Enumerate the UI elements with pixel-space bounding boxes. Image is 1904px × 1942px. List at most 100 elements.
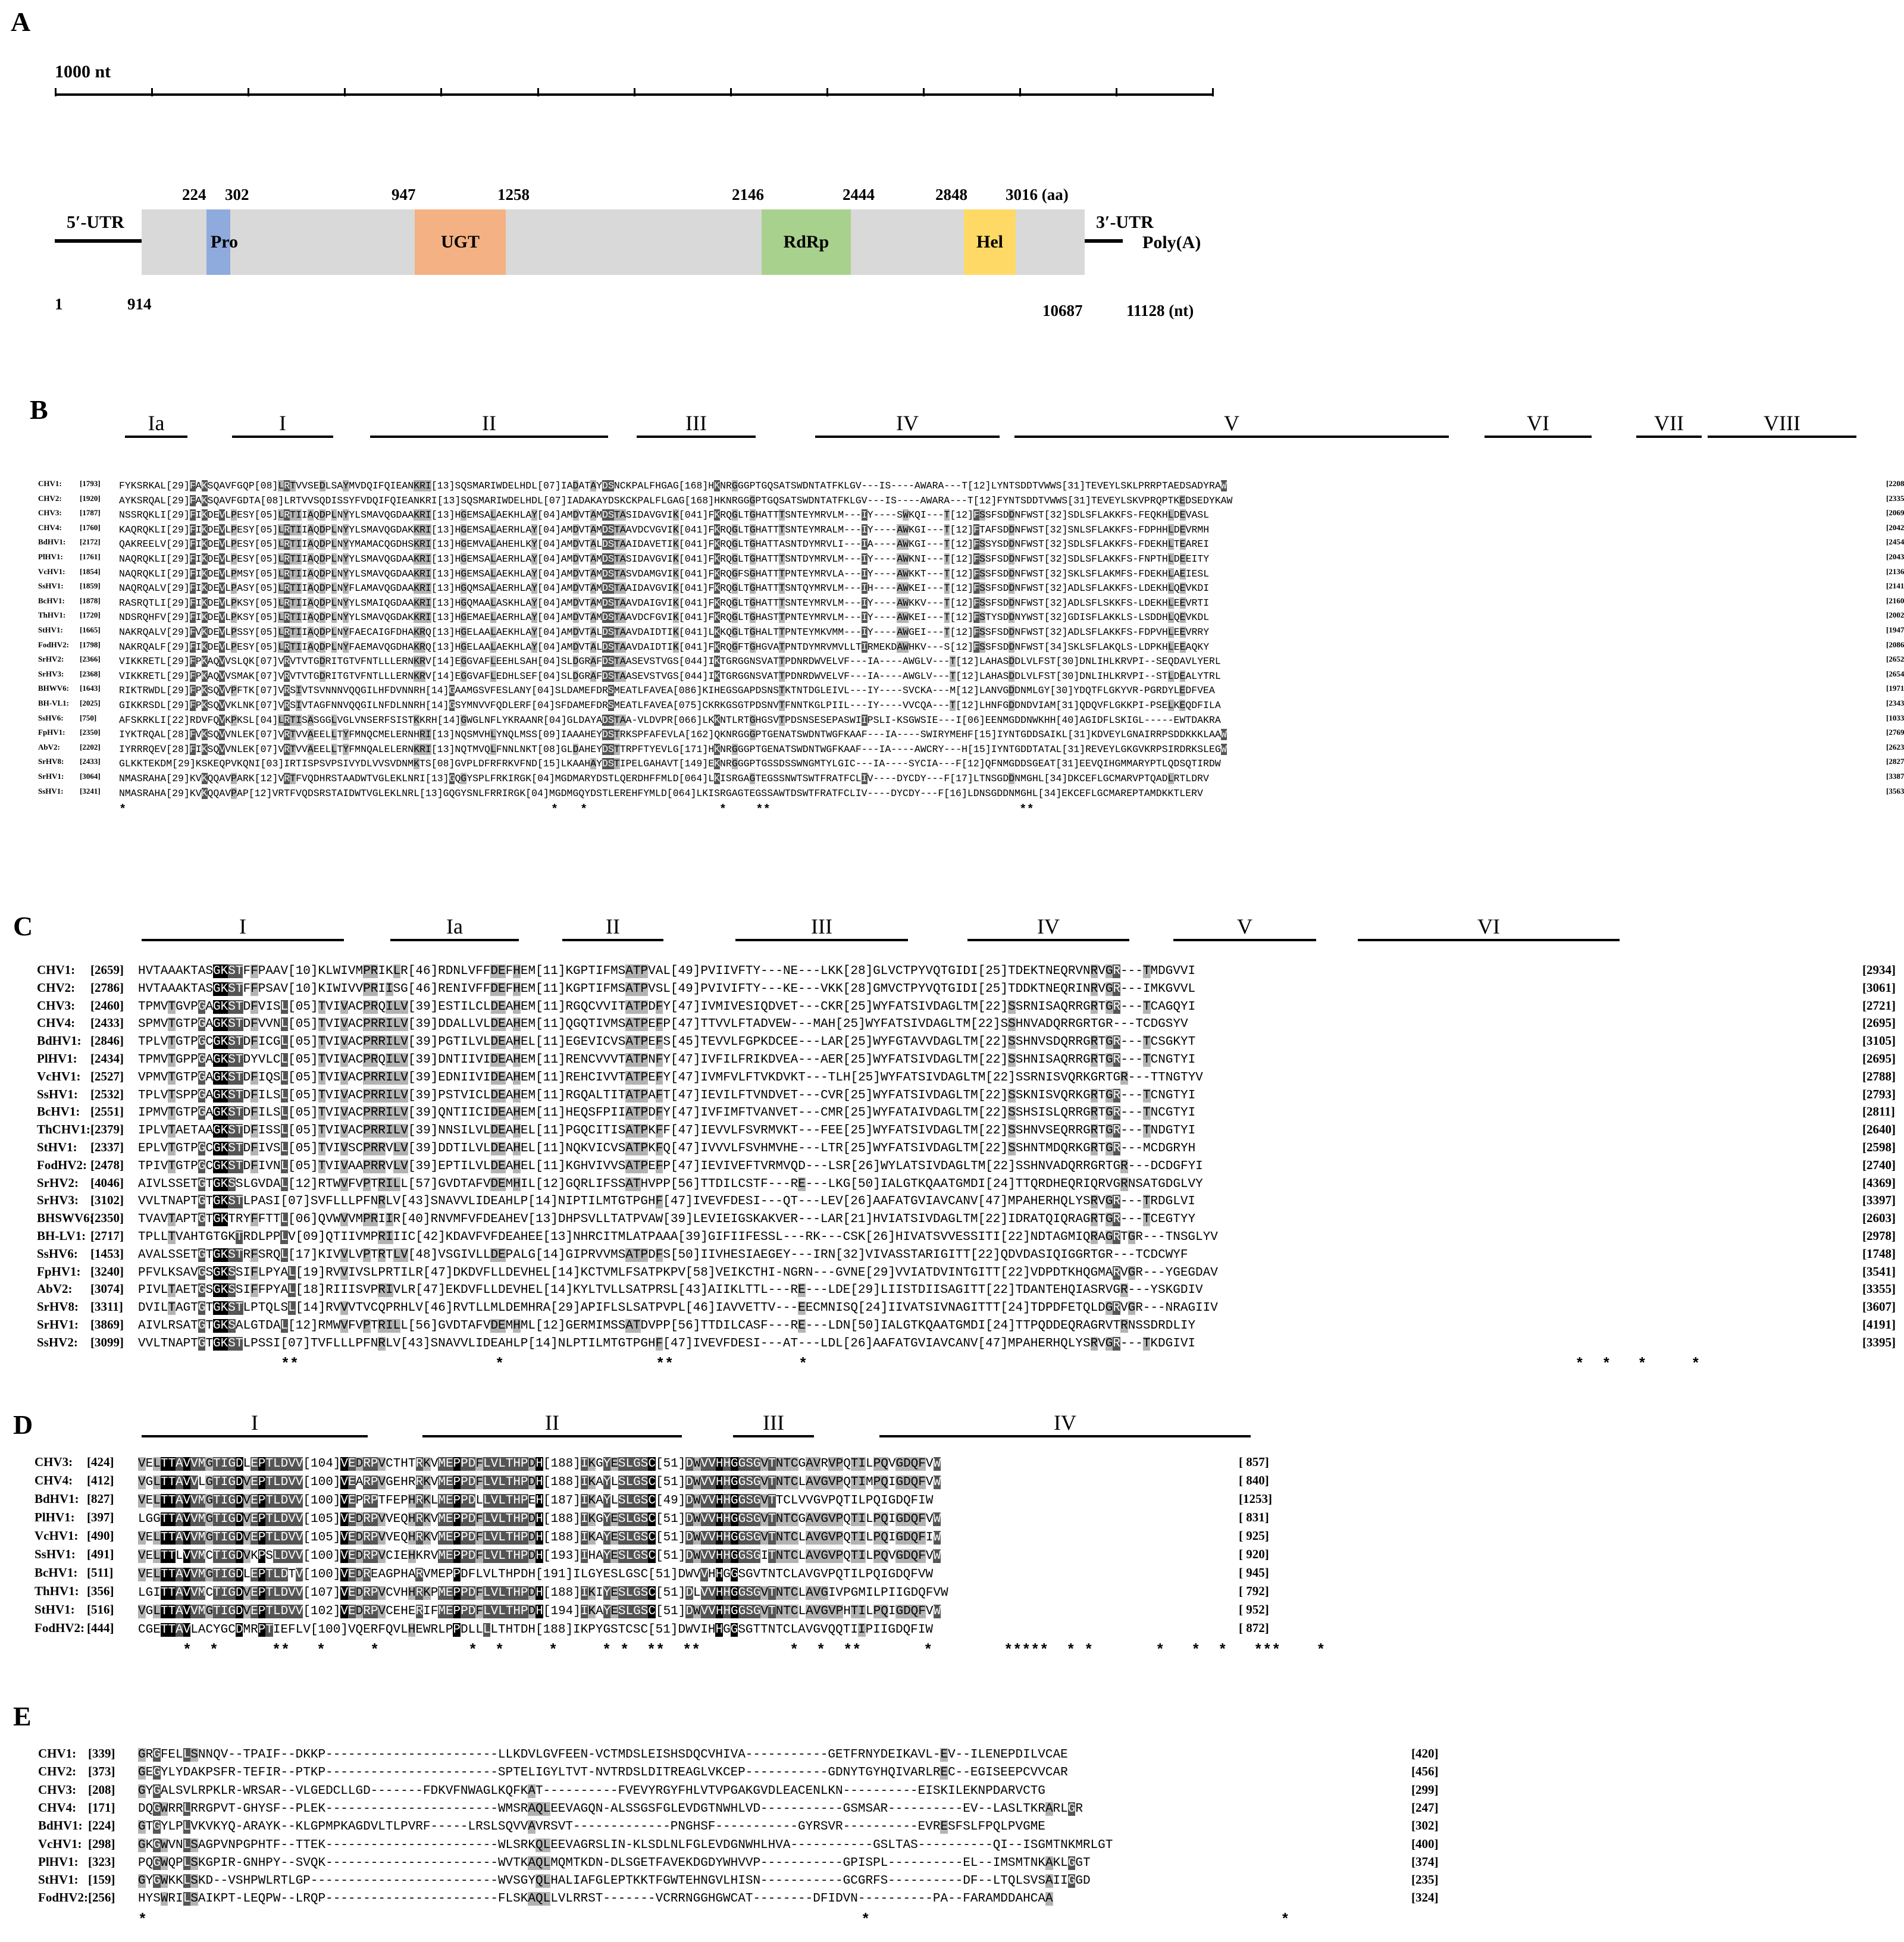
sequence-end: [4191] <box>1862 1317 1896 1332</box>
sequence-start: [2433] <box>90 1016 124 1030</box>
aa-pos-2444: 2444 <box>843 186 875 203</box>
sequence-end: [2208] <box>1886 479 1904 488</box>
sequence-start: [3241] <box>80 786 101 795</box>
sequence-name: StHV1: <box>35 1602 75 1617</box>
sequence-end: [ 925] <box>1239 1528 1269 1543</box>
sequence-residues: NDSRQHFV[29]FIKDEVLPKSY[05]LRTIIAQDPLNYY… <box>119 612 1210 624</box>
sequence-residues: GYGALSVLRPKLR-WRSAR--VLGEDCLLGD-------FD… <box>138 1784 1045 1798</box>
sequence-residues: HVTAAAKTASGKSTFFPAAV[10]KLWIVMPRIKLR[46]… <box>138 964 1196 978</box>
sequence-end: [ 952] <box>1239 1602 1269 1617</box>
motif-label: VI <box>1477 914 1500 938</box>
sequence-start: [1793] <box>80 479 101 488</box>
sequence-residues: VIKKRETL[29]FPKAQVVSLQK[07]VRVTVTGDRITGT… <box>119 656 1221 668</box>
sequence-residues: AVALSSETGTGKSTRFSRQL[17]KIVVLVPTRTLV[48]… <box>138 1248 1188 1262</box>
motif-bar <box>1708 436 1856 438</box>
sequence-name: SsHV6: <box>38 713 64 722</box>
sequence-residues: PQGWQPLSKGPIR-GNHPY--SVQK---------------… <box>138 1856 1091 1870</box>
sequence-end: [1947] <box>1886 625 1904 634</box>
sequence-name: CHV4: <box>37 1016 76 1030</box>
sequence-residues: AFSKRKLI[22]RDVFQVKPKSL[04]LRTISASGGLVGL… <box>119 714 1221 726</box>
sequence-residues: CGETTAVLACYGCDMRPTIEFLV[100]VQERFQVLHEWR… <box>138 1623 933 1637</box>
sequence-end: [2811] <box>1862 1104 1895 1119</box>
sequence-name: CHV1: <box>38 479 62 488</box>
sequence-name: BdHV1: <box>38 1818 83 1833</box>
sequence-residues: DQGWRRLRRGPVT-GHYSF--PLEK---------------… <box>138 1802 1083 1816</box>
sequence-residues: NAQRQALV[29]FIKDEVLPASY[05]LRTIIAQDPLNYF… <box>119 582 1210 594</box>
motif-bar <box>879 1435 1251 1437</box>
sequence-name: FpHV1: <box>37 1264 81 1279</box>
sequence-start: [3311] <box>90 1299 123 1314</box>
sequence-end: [2721] <box>1862 998 1896 1013</box>
sequence-end: [302] <box>1411 1818 1439 1833</box>
sequence-residues: IYRRRQEV[28]FIKSQVVNLEK[07]VRTVVAEELLTYF… <box>119 743 1227 755</box>
sequence-residues: LGGTTAVVMGTIGDVEPTLDVV[105]VEDRPVVEQHRKV… <box>138 1512 941 1526</box>
sequence-name: BHWV6: <box>38 684 69 693</box>
sequence-residues: GRGFELLSNNQV--TPAIF--DKKP---------------… <box>138 1748 1068 1762</box>
sequence-residues: VELTTAVVMGTIGDVEPTLDVV[100]VEPRPTFEPHRKL… <box>138 1494 934 1508</box>
sequence-start: [2350] <box>80 728 101 737</box>
motif-label: II <box>482 411 496 435</box>
sequence-end: [420] <box>1411 1746 1439 1761</box>
genome-polyprotein <box>142 209 1085 275</box>
motif-label: I <box>239 914 246 938</box>
sequence-residues: TPLVTSPPGAGKSTDFILSL[05]TVIVACPRRILV[39]… <box>138 1088 1196 1102</box>
sequence-residues: RIKTRWDL[29]FPKSQVVPFTK[07]VRSIVTSVNNNVQ… <box>119 685 1215 697</box>
sequence-end: [3105] <box>1862 1033 1896 1048</box>
motif-label: IV <box>1037 914 1060 938</box>
sequence-start: [3240] <box>90 1264 124 1279</box>
sequence-residues: TPMVTGPPGAGKSTDYVLCL[05]TVIVACPRQILV[39]… <box>138 1053 1196 1067</box>
sequence-name: CHV2: <box>37 980 76 995</box>
sequence-residues: NAKRQALF[29]FIKDEVLPESY[05]LRTIIAQDPLNYF… <box>119 641 1210 653</box>
sequence-start: [208] <box>88 1782 115 1797</box>
sequence-name: SsHV1: <box>38 786 64 795</box>
conserved-markers: * * * * ** ** <box>119 803 1034 817</box>
scale-bar <box>55 93 1212 96</box>
motif-bar <box>232 436 333 438</box>
motif-bar <box>1014 436 1449 438</box>
sequence-name: SrHV2: <box>38 654 64 664</box>
motif-bar <box>733 1435 814 1437</box>
sequence-name: CHV3: <box>38 508 62 518</box>
sequence-start: [2717] <box>90 1229 124 1243</box>
sequence-end: [2454] <box>1886 537 1904 547</box>
sequence-residues: NAQRQKLI[29]FIKDEVLPMSY[05]LRTIIAQDPLNYY… <box>119 568 1210 580</box>
sequence-start: [3869] <box>90 1317 124 1332</box>
sequence-name: CHV1: <box>37 963 76 977</box>
nt-pos-11128: 11128 (nt) <box>1126 302 1194 320</box>
sequence-end: [374] <box>1411 1854 1439 1869</box>
sequence-start: [1798] <box>80 640 101 649</box>
sequence-residues: GIKKRSDL[29]FPKSQVVKLNK[07]VRSIVTAGFNNVQ… <box>119 700 1221 711</box>
sequence-end: [ 857] <box>1239 1455 1269 1469</box>
sequence-name: FodHV2: <box>35 1621 84 1635</box>
motif-label: I <box>279 411 286 435</box>
sequence-residues: AIVLSSETGTGKSSLGVDAL[12]RTWVFVPTRILL[57]… <box>138 1177 1203 1191</box>
sequence-name: ThCHV1: <box>37 1122 90 1137</box>
sequence-start: [323] <box>88 1854 115 1869</box>
sequence-name: BH-VL1: <box>38 699 69 707</box>
sequence-end: [3541] <box>1862 1264 1896 1279</box>
domain-ugt: UGT <box>415 209 506 275</box>
sequence-name: SrHV3: <box>37 1193 79 1208</box>
motif-bar <box>735 939 908 941</box>
sequence-start: [1920] <box>80 493 101 503</box>
sequence-residues: AIVLRSATGTGKSALGTDAL[12]RMWVFVPTRILL[56]… <box>138 1319 1196 1333</box>
scale-tick <box>1116 88 1118 96</box>
sequence-end: [2623] <box>1886 742 1904 751</box>
sequence-start: [397] <box>87 1510 114 1524</box>
sequence-residues: VELTTAVVMGTIGDLEPTLDTV[100]VEDREAGPHARVM… <box>138 1568 934 1581</box>
sequence-end: [235] <box>1411 1872 1439 1887</box>
sequence-end: [2652] <box>1886 654 1904 664</box>
motif-bar <box>125 436 187 438</box>
sequence-name: SrHV1: <box>38 772 64 781</box>
sequence-residues: NAKRQALV[29]FVKDEVLPSSY[05]LRTIIAQDPLNYF… <box>119 627 1210 638</box>
sequence-end: [2769] <box>1886 728 1904 737</box>
nt-pos-914: 914 <box>127 295 152 313</box>
sequence-end: [3355] <box>1862 1282 1896 1296</box>
sequence-start: [2366] <box>80 654 101 664</box>
sequence-name: ThHV1: <box>35 1584 79 1598</box>
sequence-name: CHV2: <box>38 1764 77 1779</box>
sequence-start: [1761] <box>80 552 101 561</box>
sequence-name: VcHV1: <box>37 1069 81 1083</box>
motif-bar <box>562 939 663 941</box>
sequence-name: FodHV2: <box>38 640 69 649</box>
